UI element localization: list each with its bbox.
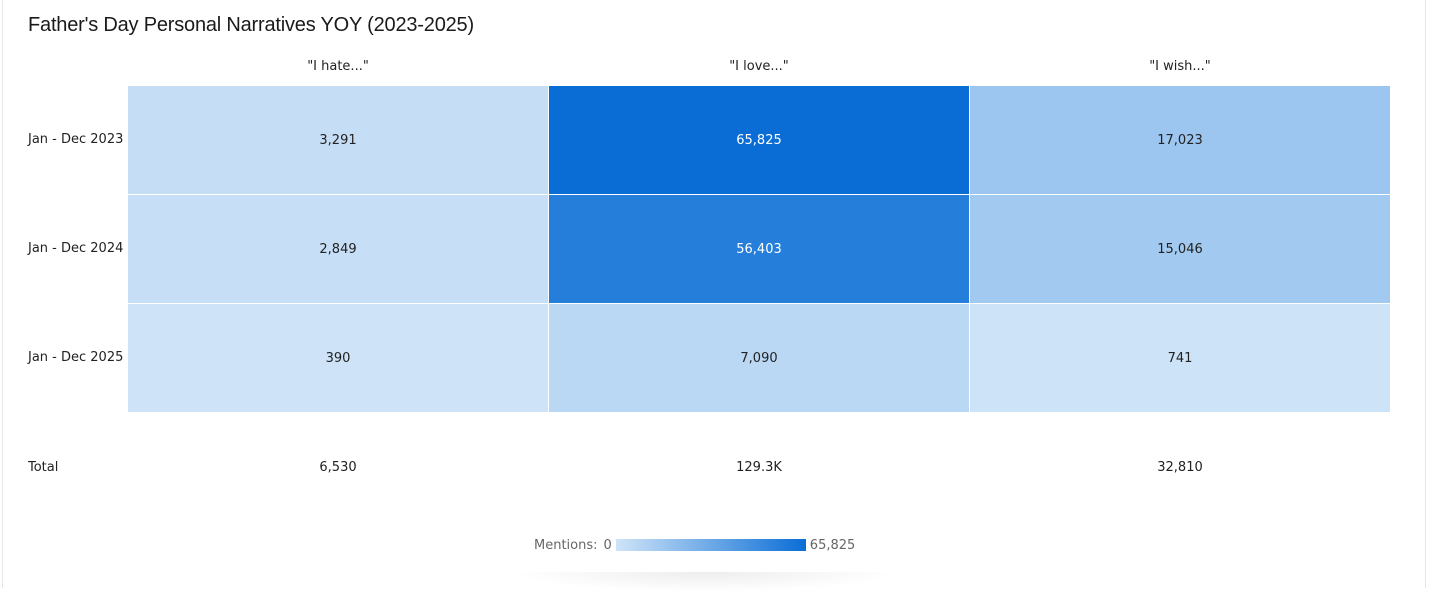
legend-gradient-bar (615, 539, 806, 551)
column-header: "I wish..." (1149, 59, 1211, 74)
heatmap-cell[interactable]: 3,291 (128, 86, 548, 194)
total-value: 6,530 (319, 460, 357, 475)
cell-value-label: 7,090 (740, 350, 778, 366)
cell-value-label: 741 (1167, 350, 1193, 366)
heatmap-cell[interactable]: 17,023 (970, 86, 1390, 194)
heatmap-cell[interactable]: 2,849 (128, 195, 548, 303)
total-value: 129.3K (736, 460, 782, 475)
cell-value-label: 56,403 (736, 241, 782, 257)
row-label: Jan - Dec 2024 (28, 240, 124, 256)
row-label: Jan - Dec 2025 (28, 349, 124, 365)
column-header: "I hate..." (307, 59, 369, 74)
cell-value-label: 2,849 (319, 241, 357, 257)
total-label: Total (28, 460, 59, 475)
total-value: 32,810 (1157, 460, 1203, 475)
cell-value-label: 390 (325, 350, 351, 366)
scroll-shadow (510, 572, 900, 592)
heatmap-cell[interactable]: 390 (128, 304, 548, 412)
cell-value-label: 17,023 (1157, 132, 1203, 148)
cell-value-label: 65,825 (736, 132, 782, 148)
legend-max-label: 65,825 (809, 537, 856, 553)
heatmap-cell[interactable]: 65,825 (549, 86, 969, 194)
heatmap-cell[interactable]: 741 (970, 304, 1390, 412)
column-header: "I love..." (729, 59, 789, 74)
cell-value-label: 3,291 (319, 132, 357, 148)
legend-label: Mentions: (534, 537, 598, 553)
heatmap-cell[interactable]: 15,046 (970, 195, 1390, 303)
chart-title: Father's Day Personal Narratives YOY (20… (28, 14, 474, 36)
legend-min-label: 0 (603, 537, 612, 553)
cell-value-label: 15,046 (1157, 241, 1203, 257)
row-label: Jan - Dec 2023 (28, 131, 124, 147)
heatmap-cell[interactable]: 7,090 (549, 304, 969, 412)
heatmap-cell[interactable]: 56,403 (549, 195, 969, 303)
color-legend: Mentions: 0 65,825 (534, 536, 855, 554)
